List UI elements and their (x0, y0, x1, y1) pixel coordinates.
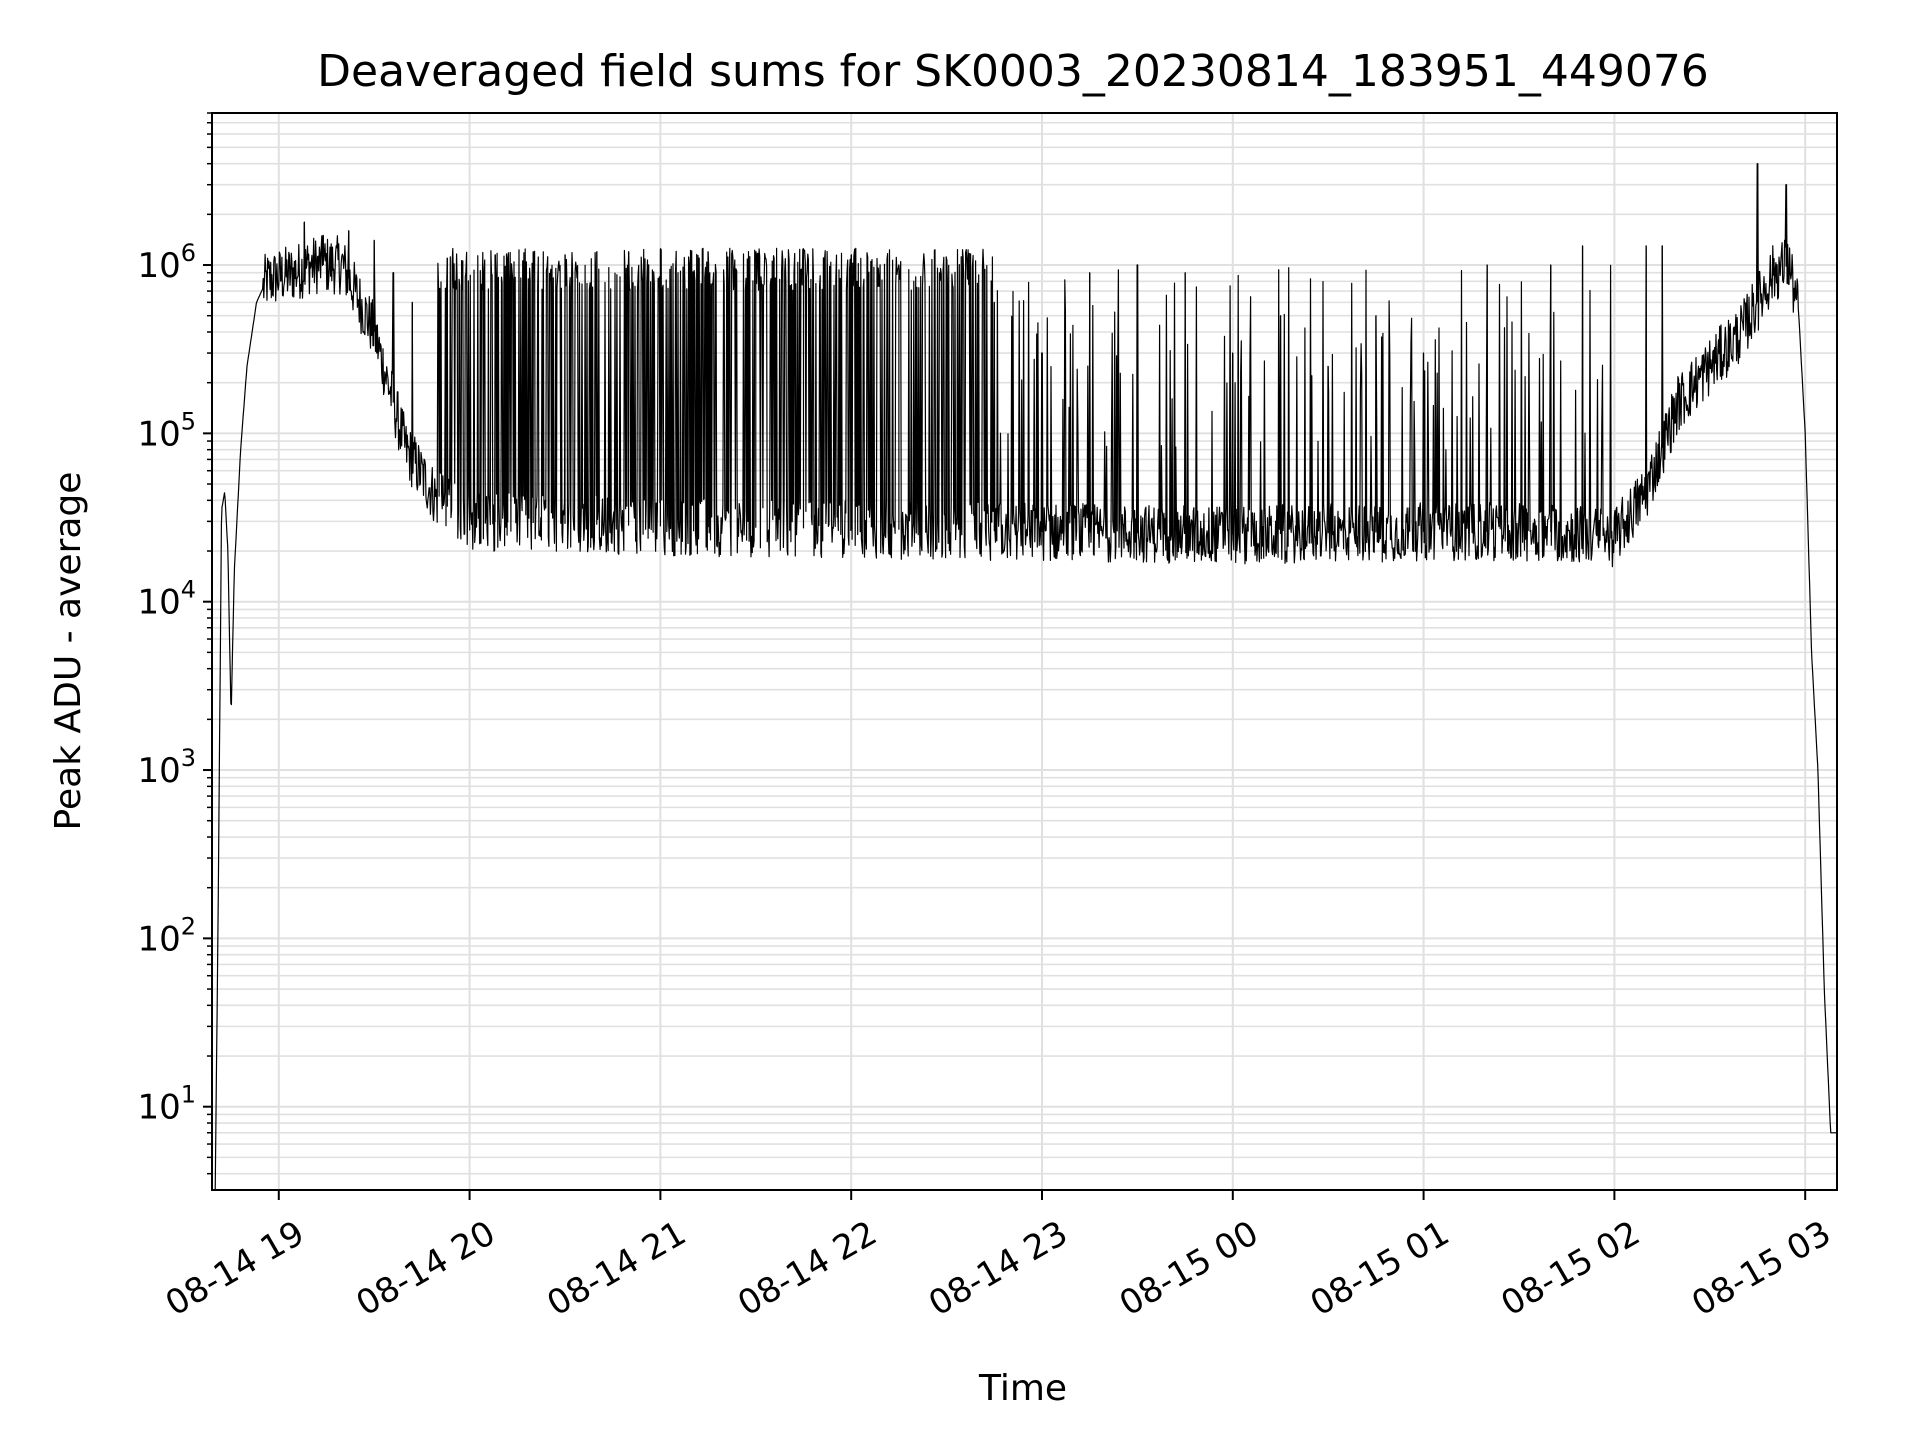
y-tick-label: 105 (137, 407, 196, 454)
x-tick-label: 08-14 23 (922, 1213, 1074, 1324)
y-tick-label: 101 (137, 1081, 196, 1128)
x-tick-label: 08-15 02 (1495, 1213, 1647, 1324)
y-tick-label: 103 (137, 744, 196, 791)
x-axis-ticks: 08-14 19 08-14 20 08-14 21 08-14 22 08-14 23… (159, 1190, 1838, 1324)
x-tick-label: 08-14 20 (350, 1213, 502, 1324)
x-axis-label: Time (978, 1368, 1067, 1409)
plot-area (214, 163, 1837, 1191)
x-tick-label: 08-14 21 (540, 1213, 692, 1324)
x-tick-label: 08-14 19 (159, 1213, 311, 1324)
x-tick-label: 08-15 01 (1304, 1213, 1456, 1324)
plot-frame (211, 112, 1838, 1191)
x-tick-label: 08-15 03 (1685, 1213, 1837, 1324)
series-line (214, 163, 1837, 1191)
x-tick-label: 08-15 00 (1113, 1213, 1265, 1324)
chart-title: Deaveraged field sums for SK0003_2023081… (317, 46, 1709, 97)
y-tick-label: 106 (137, 239, 196, 286)
y-axis-label: Peak ADU - average (48, 472, 89, 831)
grid-lines (212, 112, 1837, 1190)
y-tick-label: 104 (137, 576, 196, 623)
y-tick-label: 102 (137, 912, 196, 959)
x-tick-label: 08-14 22 (731, 1213, 883, 1324)
y-axis-ticks: 101 102 103 104 105 106 (137, 112, 212, 1175)
